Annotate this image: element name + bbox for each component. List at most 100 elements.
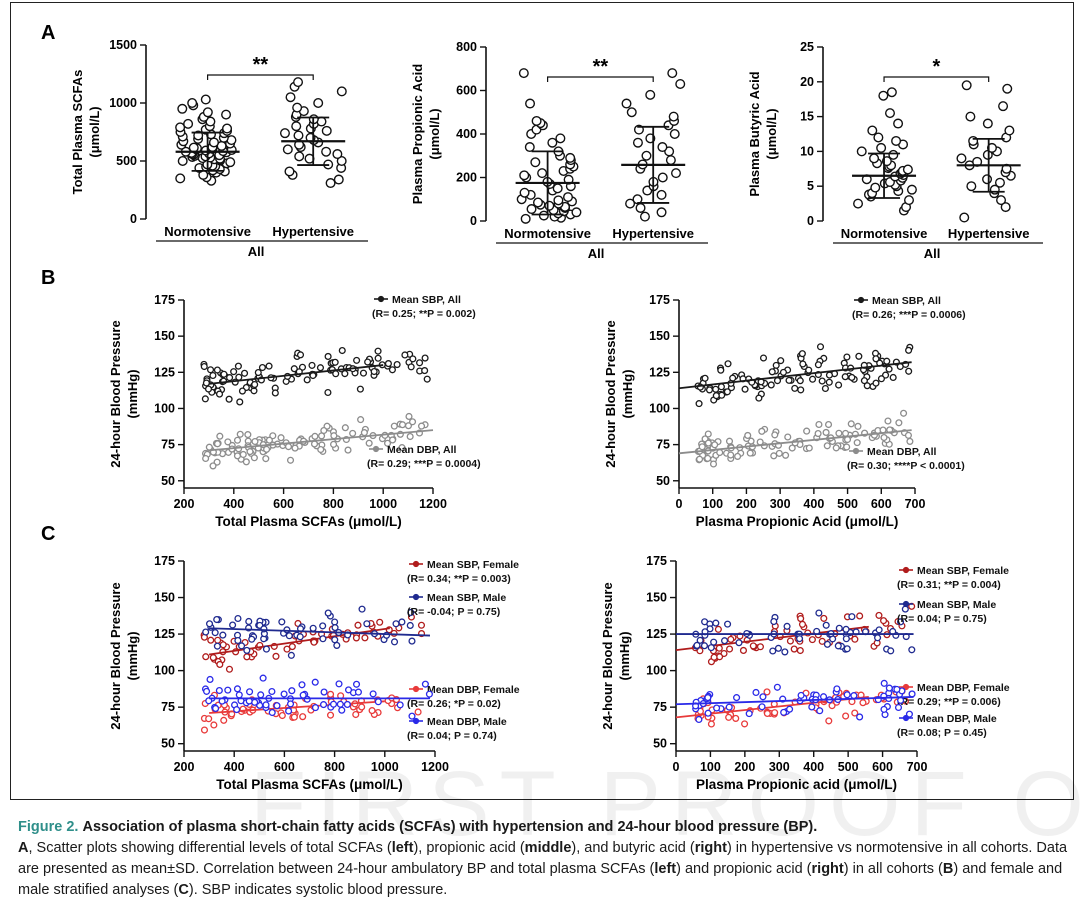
chart-A-right: 0 5 10 15 20 25 Plasma Butyric Acid (μmol/L) Nor… bbox=[747, 40, 1043, 261]
data-point bbox=[784, 433, 792, 441]
data-point bbox=[200, 94, 211, 105]
legend-swatch-marker bbox=[902, 600, 910, 608]
data-point bbox=[843, 353, 851, 361]
data-point bbox=[376, 618, 384, 626]
chart-B-left: 50 75 100 125 150 175 24-hour Blood Pressure (m… bbox=[108, 293, 481, 529]
data-point bbox=[278, 711, 286, 720]
data-point bbox=[246, 688, 254, 696]
data-point bbox=[344, 446, 352, 454]
data-point bbox=[707, 644, 715, 652]
data-point bbox=[820, 614, 828, 622]
y-axis-label: 24-hour Blood Pressure (mmHg) bbox=[108, 320, 140, 467]
data-point bbox=[805, 366, 813, 374]
data-point bbox=[774, 644, 782, 652]
data-point bbox=[843, 645, 851, 653]
data-point bbox=[321, 146, 332, 157]
data-point bbox=[796, 377, 804, 385]
data-point bbox=[233, 706, 241, 714]
data-point bbox=[332, 149, 343, 160]
data-point bbox=[721, 637, 729, 645]
data-point bbox=[356, 385, 364, 393]
data-point bbox=[780, 708, 788, 716]
data-point bbox=[773, 683, 781, 691]
data-point bbox=[417, 621, 426, 629]
data-point bbox=[732, 714, 740, 722]
data-point bbox=[880, 434, 888, 442]
y-tick-label: 125 bbox=[154, 365, 175, 379]
caption-bold-run: C bbox=[178, 882, 189, 898]
data-point bbox=[416, 359, 424, 367]
data-point bbox=[874, 634, 882, 642]
data-point bbox=[206, 675, 214, 683]
data-point bbox=[848, 613, 856, 621]
x-axis-label: Plasma Propionic acid (μmol/L) bbox=[696, 777, 897, 792]
data-point bbox=[791, 384, 799, 392]
data-point bbox=[706, 625, 714, 633]
legend-series-stat: (R= 0.25; **P = 0.002) bbox=[372, 308, 476, 320]
caption-run: ). SBP indicates systolic blood pressure… bbox=[188, 882, 448, 898]
data-point bbox=[398, 444, 406, 452]
data-point bbox=[798, 620, 807, 628]
data-point bbox=[258, 363, 266, 372]
significance-stars: * bbox=[932, 56, 940, 78]
data-point bbox=[209, 654, 217, 662]
data-point bbox=[767, 381, 775, 389]
legend-series-stat: (R= 0.29; ***P = 0.0004) bbox=[367, 458, 481, 470]
x-tick-label: 700 bbox=[905, 497, 926, 511]
data-point bbox=[401, 351, 409, 359]
data-point bbox=[225, 395, 233, 403]
chart-A-middle: 0 200 400 600 800 Plasma Propionic Acid (μmol/… bbox=[410, 40, 708, 261]
data-point bbox=[344, 686, 353, 694]
data-point bbox=[841, 373, 849, 381]
data-point bbox=[325, 178, 336, 189]
data-point bbox=[299, 691, 307, 699]
data-point bbox=[891, 135, 902, 146]
data-point bbox=[265, 362, 273, 370]
caption-run: , Scatter plots showing differential lev… bbox=[28, 840, 392, 856]
data-point bbox=[758, 703, 766, 711]
data-point bbox=[251, 380, 259, 389]
data-point bbox=[246, 448, 254, 456]
data-point bbox=[656, 189, 667, 200]
y-tick-label: 400 bbox=[456, 127, 477, 141]
data-point bbox=[822, 621, 830, 629]
data-point bbox=[357, 416, 365, 424]
data-point bbox=[286, 456, 295, 464]
significance-bracket bbox=[883, 76, 990, 82]
data-point bbox=[519, 170, 530, 181]
y-tick-label: 600 bbox=[456, 84, 477, 98]
y-axis-label: 24-hour Blood Pressure (mmHg) bbox=[600, 582, 632, 729]
y-axis-label-line: (μmol/L) bbox=[87, 106, 102, 157]
data-point bbox=[797, 386, 805, 394]
data-point bbox=[235, 691, 243, 699]
data-point bbox=[230, 368, 238, 376]
data-point bbox=[321, 125, 332, 136]
y-axis-label: 24-hour Blood Pressure (mmHg) bbox=[108, 582, 140, 729]
y-tick-label: 100 bbox=[154, 401, 175, 415]
data-point bbox=[525, 98, 536, 109]
legend-swatch-marker bbox=[377, 295, 385, 303]
data-point bbox=[693, 641, 701, 649]
legend-series-name: Mean SBP, Male bbox=[427, 592, 506, 604]
data-point bbox=[818, 637, 826, 645]
x-tick-label: 300 bbox=[770, 497, 791, 511]
data-point bbox=[202, 653, 210, 661]
legend-series-stat: (R= 0.26; *P = 0.02) bbox=[407, 698, 501, 710]
data-point bbox=[773, 377, 782, 385]
data-point bbox=[555, 133, 566, 144]
data-point bbox=[799, 360, 807, 368]
data-point bbox=[956, 153, 967, 164]
data-point bbox=[547, 137, 558, 148]
regression-line bbox=[675, 696, 914, 706]
watermark: FIRST PROOF ONLY bbox=[250, 753, 1080, 855]
data-point bbox=[904, 195, 915, 206]
data-point bbox=[724, 620, 732, 628]
data-point bbox=[635, 202, 646, 213]
data-point bbox=[293, 130, 304, 141]
data-point bbox=[821, 384, 829, 393]
legend-swatch-marker bbox=[412, 593, 420, 601]
data-point bbox=[209, 462, 217, 470]
data-point bbox=[894, 703, 903, 712]
data-point bbox=[696, 636, 704, 644]
data-point bbox=[202, 107, 213, 118]
